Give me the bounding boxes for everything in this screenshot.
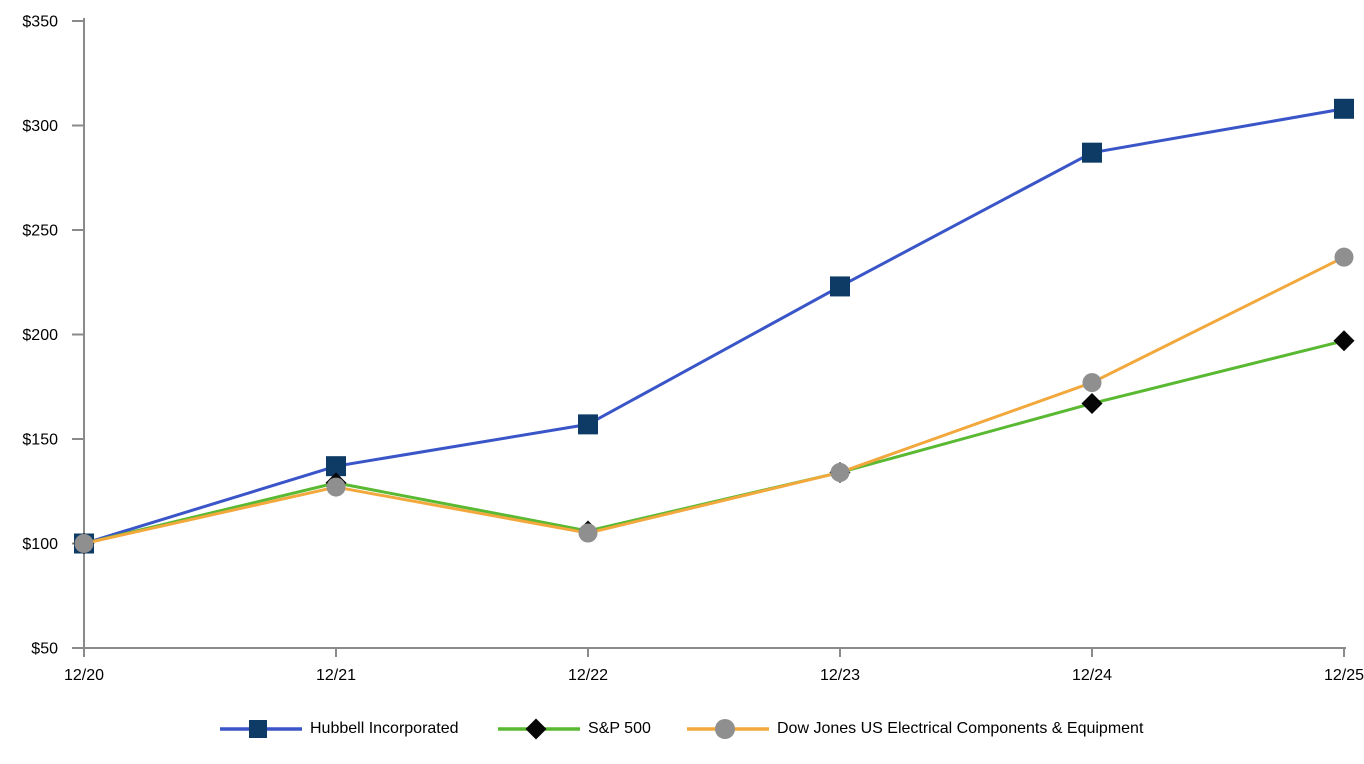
legend-item-sp500: S&P 500 [498,716,651,742]
y-tick-label: $350 [22,14,58,31]
series-0 [74,98,1354,554]
legend-swatch-sp500 [498,716,580,742]
x-tick-label: 12/20 [64,667,104,684]
y-tick-label: $50 [31,641,58,658]
series-2 [74,247,1354,553]
legend-swatch-hubbell [220,716,302,742]
x-tick-label: 12/23 [820,667,860,684]
y-tick-label: $100 [22,536,58,553]
x-tick-label: 12/22 [568,667,608,684]
legend-label-sp500: S&P 500 [588,720,651,737]
legend-item-dowjones: Dow Jones US Electrical Components & Equ… [687,716,1143,742]
x-tick-label: 12/24 [1072,667,1112,684]
y-tick-label: $250 [22,223,58,240]
x-tick-label: 12/21 [316,667,356,684]
y-axis-ticks: $50 $100 $150 $200 $250 $300 $350 [22,14,84,658]
legend-swatch-dowjones [687,716,769,742]
axes [83,18,1346,649]
y-tick-label: $300 [22,118,58,135]
series-1 [73,330,1355,554]
legend-label-dowjones: Dow Jones US Electrical Components & Equ… [777,720,1144,737]
chart-legend: Hubbell Incorporated S&P 500 Dow Jones U… [0,716,1364,744]
x-tick-label: 12/25 [1324,667,1364,684]
legend-item-hubbell: Hubbell Incorporated [220,716,459,742]
y-tick-label: $200 [22,327,58,344]
legend-label-hubbell: Hubbell Incorporated [310,720,459,737]
x-axis-ticks: 12/20 12/21 12/22 12/23 12/24 12/25 [64,648,1364,684]
y-tick-label: $150 [22,432,58,449]
